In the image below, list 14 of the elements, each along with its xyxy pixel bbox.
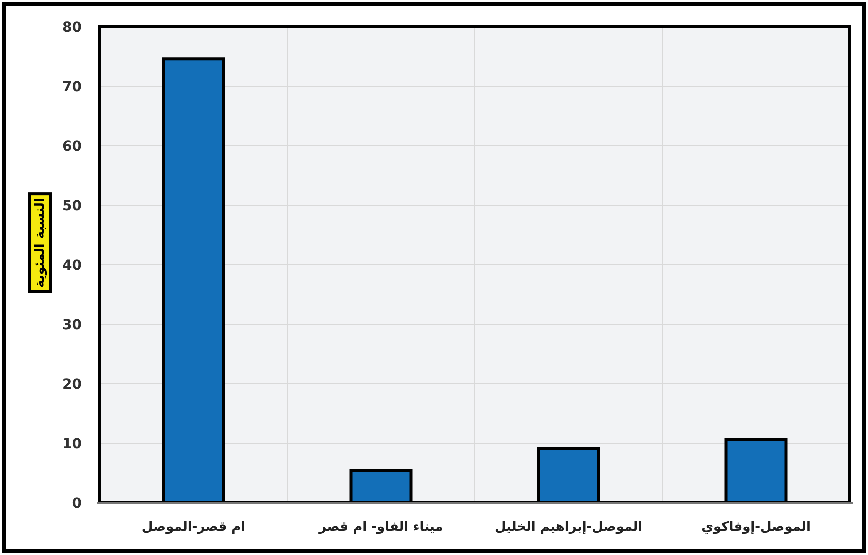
y-tick-label: 40 <box>62 258 82 274</box>
y-axis-title: النسبة المئوية <box>33 198 48 288</box>
y-tick-label: 60 <box>62 139 82 155</box>
y-tick-label: 30 <box>62 318 82 334</box>
y-tick-label: 0 <box>72 496 82 512</box>
y-tick-label: 50 <box>62 198 82 214</box>
y-tick-label: 20 <box>62 377 82 393</box>
x-tick-label: الموصل-إوفاكوي <box>702 520 811 535</box>
y-tick-label: 70 <box>62 80 82 96</box>
x-tick-label: ميناء الفاو- ام قصر <box>318 520 444 535</box>
y-tick-label: 10 <box>62 436 82 452</box>
y-tick-label: 80 <box>62 20 82 36</box>
x-tick-label: الموصل-إبراهيم الخليل <box>494 520 643 535</box>
x-tick-label: ام قصر-الموصل <box>142 520 246 535</box>
